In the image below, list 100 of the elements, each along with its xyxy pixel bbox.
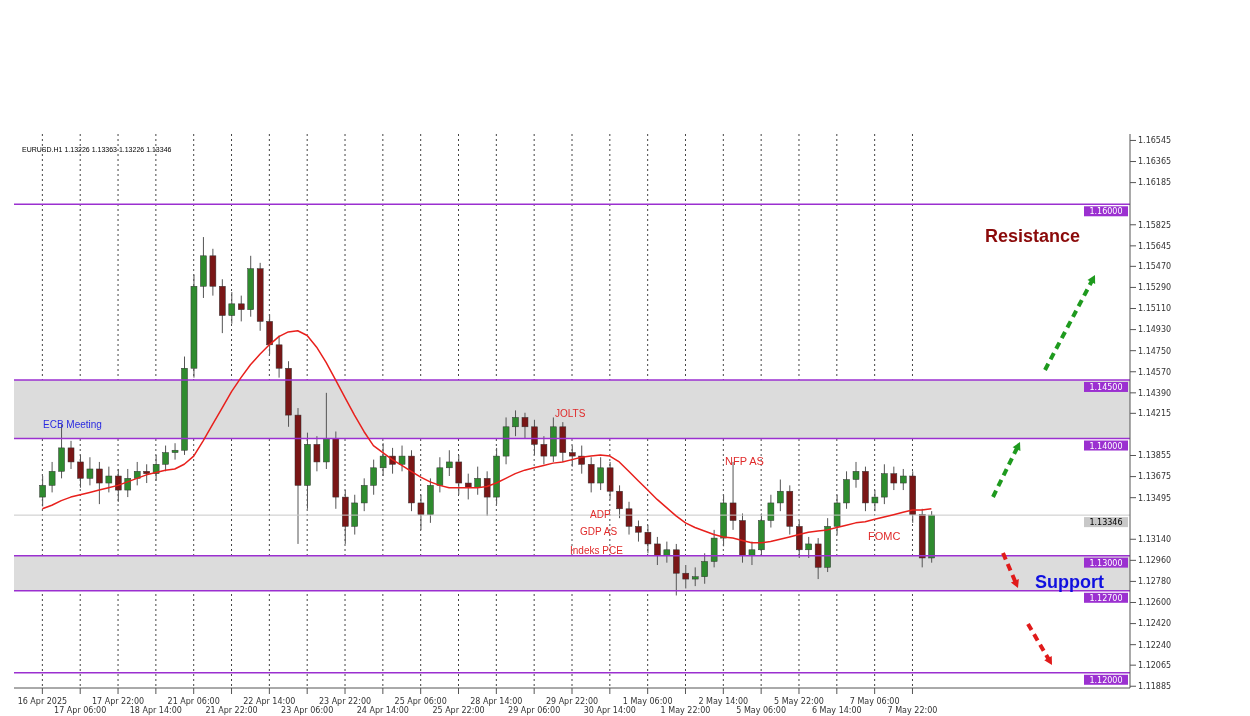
x-tick-label: 7 May 06:00 [849, 697, 900, 706]
y-tick-label: 1.16545 [1138, 136, 1172, 146]
candlestick [275, 334, 283, 379]
candlestick [606, 461, 614, 500]
candlestick [701, 552, 708, 585]
candlestick [48, 461, 56, 493]
annotation: FOMC [868, 530, 901, 542]
x-tick-label: 25 Apr 06:00 [394, 697, 447, 706]
line-series [41, 330, 933, 544]
candlestick [398, 445, 406, 472]
x-tick-label: 17 Apr 22:00 [91, 697, 145, 706]
candlestick [360, 477, 368, 512]
x-tick-label: 1 May 06:00 [622, 697, 673, 706]
candlestick [682, 564, 690, 589]
y-tick-label: 1.13495 [1138, 493, 1172, 503]
candlestick [587, 456, 595, 493]
y-tick-label: 1.14930 [1138, 325, 1172, 335]
candlestick [673, 543, 680, 596]
y-tick-label: 1.12780 [1138, 577, 1172, 587]
x-tick-label: 23 Apr 06:00 [281, 706, 334, 715]
candlestick [67, 440, 75, 470]
candlestick [691, 566, 699, 587]
candlestick [890, 466, 898, 491]
candlestick [266, 313, 273, 355]
candlestick [654, 536, 661, 566]
annotation: ADP [590, 509, 611, 520]
candlestick [124, 468, 132, 498]
x-tick-label: 21 Apr 06:00 [167, 697, 220, 706]
candlestick [777, 479, 784, 512]
y-tick-label: 1.15470 [1138, 262, 1172, 272]
candlestick [436, 456, 444, 493]
y-tick-label: 1.12420 [1138, 619, 1172, 629]
candlestick [881, 463, 888, 505]
y-tick-label: 1.14570 [1138, 367, 1172, 377]
candlestick [569, 445, 576, 468]
annotation: NFP AS [725, 455, 764, 467]
y-tick-label: 1.12240 [1138, 640, 1172, 650]
x-tick-label: 16 Apr 2025 [17, 697, 68, 706]
x-tick-label: 28 Apr 14:00 [470, 697, 523, 706]
candlestick [796, 520, 803, 559]
y-tick-label: 1.16185 [1138, 178, 1172, 188]
x-tick-label: 5 May 06:00 [736, 706, 787, 715]
x-tick-label: 1 May 22:00 [660, 706, 711, 715]
y-tick-label: 1.12960 [1138, 556, 1172, 566]
candlestick [625, 501, 633, 536]
x-tick-label: 7 May 22:00 [887, 706, 938, 715]
annotation: Indeks PCE [570, 545, 623, 556]
annotation: GDP AS [580, 526, 618, 537]
x-tick-label: 5 May 22:00 [774, 697, 824, 706]
ref-line-label: 1.16000 [1089, 207, 1123, 217]
ref-line-label: 1.12000 [1089, 675, 1123, 685]
ref-line-label: 1.13346 [1089, 518, 1123, 528]
candlestick [474, 466, 481, 496]
candlestick [105, 466, 113, 493]
candlestick [417, 494, 425, 531]
x-tick-label: 29 Apr 22:00 [545, 697, 599, 706]
candlestick [351, 494, 358, 536]
candlestick [228, 291, 236, 325]
candlestick [805, 536, 812, 559]
y-tick-label: 1.14750 [1138, 346, 1172, 356]
ref-line-label: 1.13000 [1089, 558, 1123, 568]
candlestick [171, 442, 179, 461]
x-tick-label: 24 Apr 14:00 [356, 706, 409, 715]
x-tick-label: 6 May 14:00 [811, 706, 862, 715]
y-tick-label: 1.11885 [1138, 682, 1172, 692]
y-tick-label: 1.16365 [1138, 157, 1172, 167]
x-tick-label: 29 Apr 06:00 [508, 706, 561, 715]
candlestick [162, 445, 169, 472]
y-tick-label: 1.15110 [1138, 304, 1172, 314]
candlestick [900, 468, 907, 491]
x-tick-label: 22 Apr 14:00 [243, 697, 296, 706]
annotation: ECB Meeting [43, 419, 102, 430]
candlestick [455, 454, 463, 496]
ref-line-label: 1.12700 [1089, 593, 1123, 603]
y-tick-label: 1.15290 [1138, 283, 1172, 293]
candlestick [370, 459, 377, 496]
candlestick [833, 494, 841, 536]
candlestick [143, 463, 150, 484]
x-tick-label: 2 May 14:00 [698, 697, 749, 706]
candlestick [379, 442, 387, 477]
candlestick [483, 470, 491, 517]
candlestick [814, 537, 822, 580]
y-tick-label: 1.15825 [1138, 220, 1172, 230]
annotation: JOLTS [555, 408, 586, 419]
y-tick-label: 1.13855 [1138, 451, 1172, 461]
candlestick [115, 468, 122, 503]
y-tick-label: 1.13140 [1138, 535, 1172, 545]
candlestick [521, 412, 529, 440]
candlestick [616, 484, 623, 519]
candlestick [644, 524, 652, 554]
candlestick [96, 461, 103, 505]
candlestick [39, 475, 46, 507]
candlestick [323, 392, 330, 470]
y-tick-label: 1.14390 [1138, 388, 1172, 398]
y-tick-label: 1.12600 [1138, 598, 1172, 608]
candlestick [852, 461, 860, 489]
candlestick [77, 454, 84, 489]
y-tick-label: 1.15645 [1138, 241, 1172, 251]
ref-line-label: 1.14500 [1089, 382, 1123, 392]
y-tick-label: 1.14215 [1138, 409, 1172, 419]
